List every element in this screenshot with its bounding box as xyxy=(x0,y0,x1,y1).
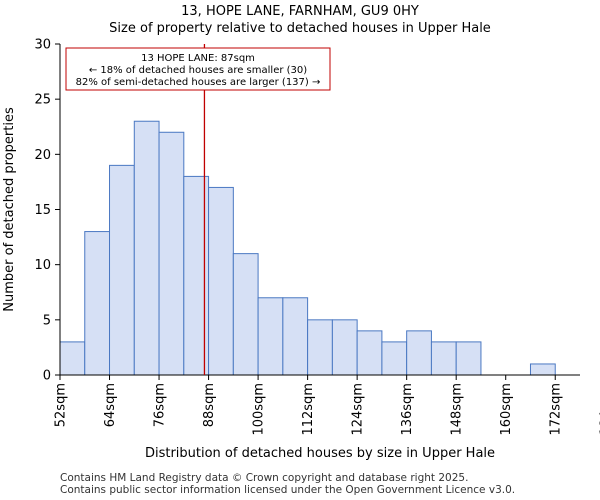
bar xyxy=(381,341,408,376)
bar xyxy=(59,341,86,376)
x-tick-label: 52sqm xyxy=(54,383,69,427)
chart-title: 13, HOPE LANE, FARNHAM, GU9 0HY xyxy=(181,4,419,19)
x-tick-label: 88sqm xyxy=(202,383,217,427)
y-tick-label: 5 xyxy=(43,313,51,328)
bar xyxy=(455,341,482,376)
y-tick-label: 25 xyxy=(34,93,51,108)
bar xyxy=(232,253,259,376)
bar xyxy=(84,231,111,376)
x-tick-label: 64sqm xyxy=(103,383,118,427)
annotation-box xyxy=(65,47,331,91)
bar xyxy=(406,330,432,376)
annotation-line: 13 HOPE LANE: 87sqm xyxy=(141,53,255,64)
bar xyxy=(331,319,358,376)
y-tick-label: 20 xyxy=(34,148,51,163)
x-tick-label: 124sqm xyxy=(351,383,366,436)
footer-line-2: Contains public sector information licen… xyxy=(60,484,516,496)
bar xyxy=(257,297,284,376)
y-tick-label: 0 xyxy=(43,369,51,384)
annotation-line: 82% of semi-detached houses are larger (… xyxy=(76,77,321,88)
x-axis-label: Distribution of detached houses by size … xyxy=(145,446,495,461)
bar xyxy=(282,297,309,376)
y-tick-label: 30 xyxy=(34,38,51,53)
bar xyxy=(208,186,234,376)
annotation-line: ← 18% of detached houses are smaller (30… xyxy=(89,65,307,76)
x-tick-label: 160sqm xyxy=(499,383,514,436)
x-tick-label: 100sqm xyxy=(252,383,267,436)
x-tick-label: 172sqm xyxy=(549,383,564,436)
bar xyxy=(529,363,556,376)
bar xyxy=(430,341,457,376)
x-tick-label: 136sqm xyxy=(400,383,415,436)
bar xyxy=(158,131,185,376)
bar xyxy=(307,319,333,376)
x-tick-label: 76sqm xyxy=(153,383,168,427)
x-tick-label: 184sqm xyxy=(598,383,600,436)
chart-subtitle: Size of property relative to detached ho… xyxy=(109,21,491,36)
bar xyxy=(356,330,383,376)
footer-line-1: Contains HM Land Registry data © Crown c… xyxy=(60,472,469,484)
bar xyxy=(133,120,160,376)
x-tick-label: 148sqm xyxy=(450,383,465,436)
y-tick-label: 10 xyxy=(34,258,51,273)
y-axis-label: Number of detached properties xyxy=(2,107,17,312)
y-tick-label: 15 xyxy=(34,203,51,218)
x-tick-label: 112sqm xyxy=(301,383,316,436)
bar xyxy=(109,164,135,376)
